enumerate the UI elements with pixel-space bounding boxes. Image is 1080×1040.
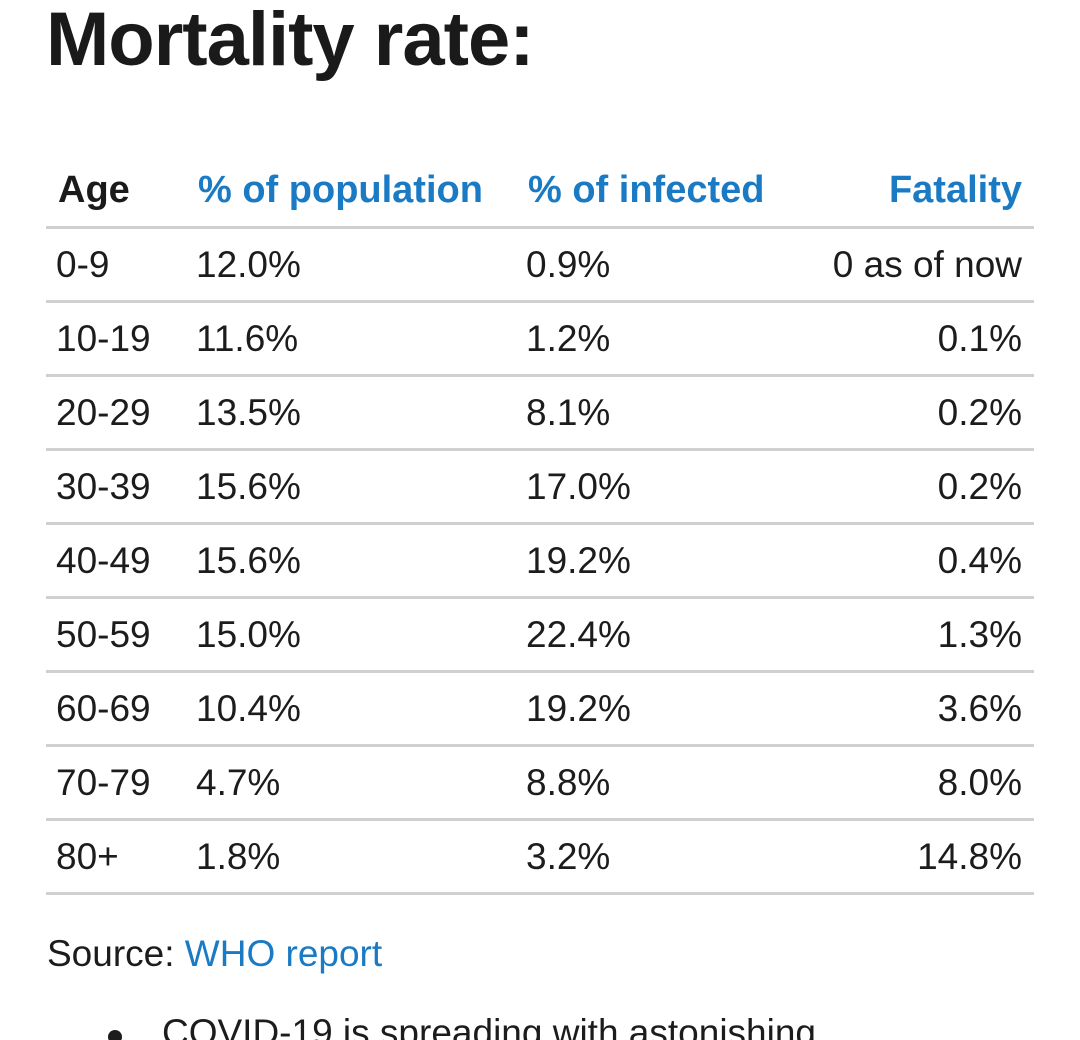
cell-population: 15.0% [186,597,516,673]
cell-age: 60-69 [46,671,186,747]
cell-infected: 8.8% [516,745,756,821]
cell-fatality: 0.2% [756,449,1034,525]
cell-fatality: 0.1% [756,301,1034,377]
cell-population: 11.6% [186,301,516,377]
cell-age: 80+ [46,819,186,895]
who-report-link[interactable]: WHO report [184,933,383,974]
cell-population: 15.6% [186,523,516,599]
column-header-fatality[interactable]: Fatality [756,154,1034,229]
cell-age: 40-49 [46,523,186,599]
cell-infected: 19.2% [516,523,756,599]
page-title: Mortality rate: [46,0,535,82]
table-row: 40-49 15.6% 19.2% 0.4% [46,523,1034,599]
mortality-table: Age % of population % of infected Fatali… [46,154,1034,895]
cell-age: 0-9 [46,227,186,303]
table-row: 70-79 4.7% 8.8% 8.0% [46,745,1034,821]
table-row: 30-39 15.6% 17.0% 0.2% [46,449,1034,525]
source-label: Source: [47,933,175,974]
cell-age: 50-59 [46,597,186,673]
cell-fatality: 1.3% [756,597,1034,673]
table-row: 50-59 15.0% 22.4% 1.3% [46,597,1034,673]
cell-infected: 8.1% [516,375,756,451]
table-row: 80+ 1.8% 3.2% 14.8% [46,819,1034,895]
table-row: 60-69 10.4% 19.2% 3.6% [46,671,1034,747]
cell-fatality: 0 as of now [756,227,1034,303]
cell-age: 10-19 [46,301,186,377]
cell-population: 1.8% [186,819,516,895]
column-header-age: Age [46,154,186,229]
source-line: Source: WHO report [47,933,382,975]
cell-fatality: 0.4% [756,523,1034,599]
cell-fatality: 0.2% [756,375,1034,451]
table-row: 10-19 11.6% 1.2% 0.1% [46,301,1034,377]
cell-infected: 19.2% [516,671,756,747]
table-header-row: Age % of population % of infected Fatali… [46,154,1034,229]
cell-infected: 1.2% [516,301,756,377]
table-row: 20-29 13.5% 8.1% 0.2% [46,375,1034,451]
cell-age: 20-29 [46,375,186,451]
column-header-population[interactable]: % of population [186,154,516,229]
cell-fatality: 3.6% [756,671,1034,747]
cell-population: 4.7% [186,745,516,821]
cell-age: 70-79 [46,745,186,821]
cell-population: 13.5% [186,375,516,451]
cell-population: 15.6% [186,449,516,525]
cell-age: 30-39 [46,449,186,525]
cell-fatality: 14.8% [756,819,1034,895]
cell-infected: 3.2% [516,819,756,895]
column-header-infected[interactable]: % of infected [516,154,764,229]
cell-population: 10.4% [186,671,516,747]
bullet-text: COVID-19 is spreading with astonishing [162,1012,816,1040]
cell-fatality: 8.0% [756,745,1034,821]
mortality-table-container: Age % of population % of infected Fatali… [46,154,1034,895]
cell-infected: 17.0% [516,449,756,525]
table-row: 0-9 12.0% 0.9% 0 as of now [46,227,1034,303]
bullet-icon [108,1030,122,1040]
cell-population: 12.0% [186,227,516,303]
cell-infected: 0.9% [516,227,756,303]
cell-infected: 22.4% [516,597,756,673]
